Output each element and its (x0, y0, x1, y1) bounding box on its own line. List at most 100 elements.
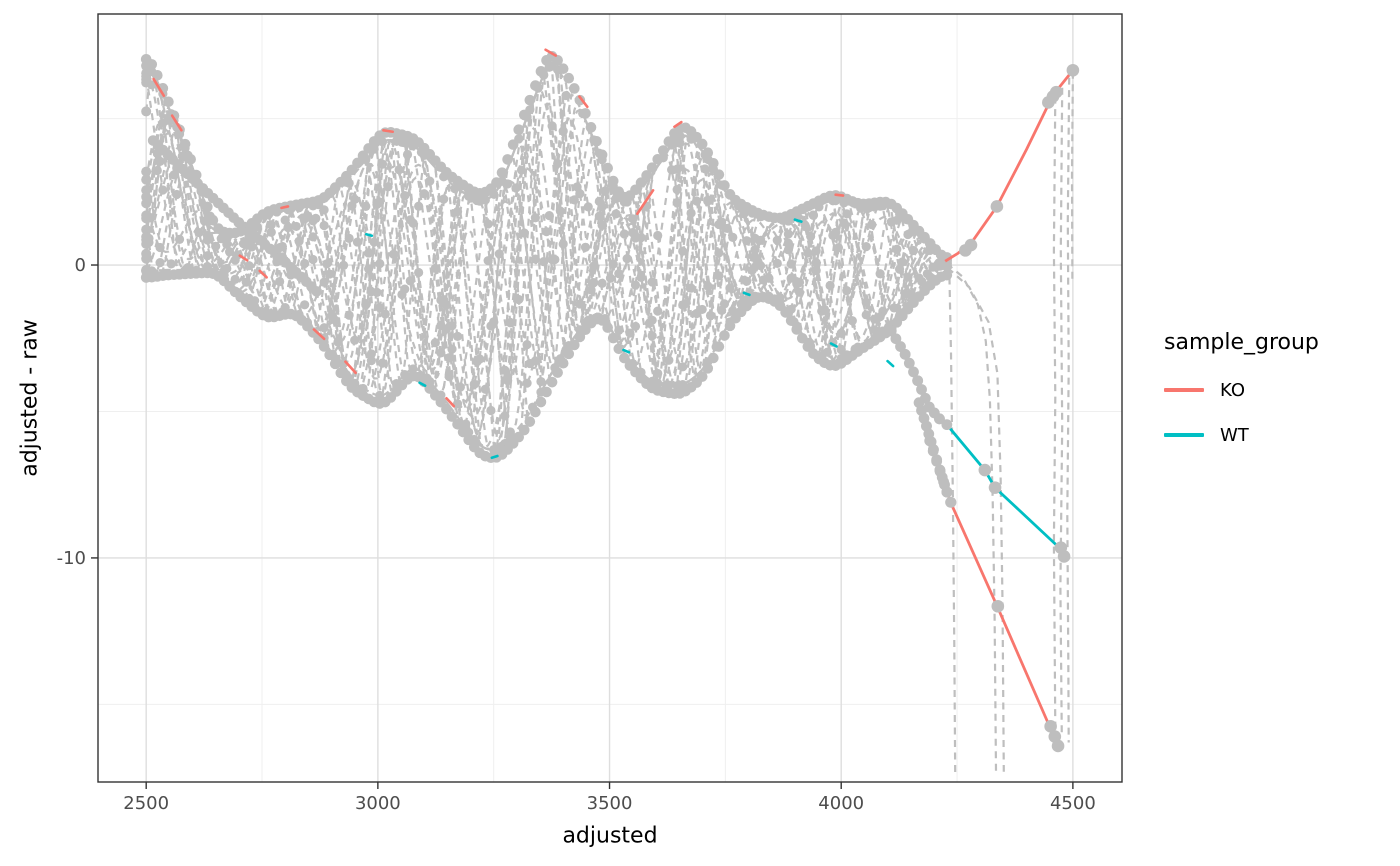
x-tick-label: 3000 (355, 793, 401, 814)
data-point (574, 331, 586, 343)
data-point (338, 260, 349, 270)
data-point (914, 273, 924, 283)
data-point (742, 276, 752, 286)
data-point (318, 341, 330, 352)
data-point (350, 335, 360, 345)
data-point (900, 289, 910, 299)
sample-curve-tail (1059, 87, 1064, 737)
ko-accent (280, 205, 290, 210)
data-point (430, 338, 440, 348)
data-point (311, 213, 321, 223)
data-point (747, 265, 757, 275)
legend: sample_group KO WT (1158, 330, 1398, 467)
data-point (366, 356, 376, 366)
data-point (430, 263, 440, 274)
ko-accent (238, 254, 249, 262)
data-point (141, 174, 152, 185)
data-point (908, 366, 919, 378)
gridlines-layer (98, 14, 1122, 782)
accent-segments-layer (152, 48, 895, 460)
data-point (469, 379, 479, 389)
data-point (714, 219, 724, 230)
data-point (380, 309, 390, 319)
y-axis-layer: 0 -10 (57, 255, 98, 569)
wt-accent (622, 348, 631, 354)
data-point (486, 405, 496, 416)
data-point (352, 237, 363, 247)
y-tick-label: -10 (57, 548, 86, 569)
data-point (441, 403, 452, 415)
data-point (524, 416, 536, 427)
data-point (819, 304, 830, 315)
data-point (702, 147, 714, 158)
data-point (452, 206, 463, 217)
data-point (224, 247, 235, 257)
data-point (444, 371, 454, 382)
data-point (352, 157, 363, 169)
data-point (836, 328, 846, 338)
data-point (758, 275, 768, 285)
data-point (696, 371, 708, 382)
sample-curve-tail (1052, 96, 1057, 728)
sample-curve (145, 122, 948, 403)
ko-accent (544, 48, 558, 57)
sample-curve (145, 98, 948, 451)
data-point (785, 315, 797, 326)
data-point (831, 227, 841, 237)
data-point (796, 332, 808, 344)
ko-accent (834, 193, 845, 197)
data-point (890, 333, 902, 345)
data-point (177, 151, 187, 161)
data-point (583, 202, 593, 212)
data-point (480, 384, 490, 394)
x-axis-layer: 2500 3000 3500 4000 4500 (123, 782, 1096, 814)
sample-curve (145, 114, 948, 426)
data-point (330, 315, 340, 325)
data-point (636, 272, 646, 283)
data-point (753, 257, 763, 267)
legend-title: sample_group (1164, 330, 1319, 355)
data-point (539, 256, 549, 267)
data-point (500, 411, 510, 421)
data-point (141, 106, 152, 117)
data-point (308, 232, 318, 242)
data-point (563, 72, 575, 84)
data-point (491, 177, 502, 188)
data-point (530, 406, 541, 418)
data-point (511, 183, 521, 193)
data-point (569, 339, 580, 351)
data-point (199, 216, 210, 226)
ko-accent (170, 114, 183, 132)
data-point (750, 233, 760, 243)
data-point (530, 213, 541, 223)
data-point (825, 280, 835, 291)
ko-accent (445, 396, 456, 408)
data-point (783, 229, 793, 239)
ko-accent (578, 95, 589, 109)
data-point (1051, 739, 1065, 753)
data-point (514, 294, 524, 305)
data-point (941, 419, 953, 431)
data-point (585, 122, 597, 133)
data-point (522, 340, 532, 350)
data-point (569, 83, 580, 94)
ko-accent (673, 120, 683, 129)
data-point (168, 110, 180, 121)
data-point (557, 63, 569, 75)
data-point (503, 375, 513, 386)
data-point (667, 165, 677, 175)
data-point (536, 376, 546, 387)
data-point (635, 177, 647, 189)
data-point (600, 186, 610, 196)
data-point (141, 74, 152, 85)
x-tick-label: 4000 (818, 793, 864, 814)
data-point (714, 248, 724, 258)
data-point (347, 201, 357, 211)
data-point (803, 248, 813, 258)
data-point (725, 283, 735, 293)
y-axis-title: adjusted - raw (17, 319, 43, 477)
data-point (641, 170, 652, 181)
sample-curve-tail (946, 262, 998, 772)
data-point (372, 199, 382, 209)
